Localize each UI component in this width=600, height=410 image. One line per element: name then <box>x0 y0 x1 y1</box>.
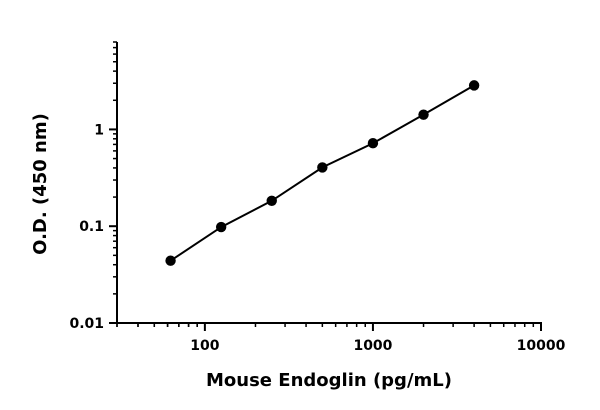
y-axis-title: O.D. (450 nm) <box>30 113 51 255</box>
data-point <box>367 138 379 149</box>
data-point <box>266 195 277 207</box>
x-tick-label: 10000 <box>517 338 566 354</box>
data-points-layer <box>165 80 480 266</box>
x-tick-label: 1000 <box>353 338 392 354</box>
data-point <box>317 162 328 173</box>
data-point <box>165 255 176 266</box>
x-axis-title: Mouse Endoglin (pg/mL) <box>206 370 452 391</box>
data-point <box>215 221 227 233</box>
axes-layer <box>109 41 542 331</box>
data-point <box>418 109 429 120</box>
tick-labels-layer: 100 1000 10000 0.01 0.1 1 <box>69 122 565 354</box>
x-tick-label: 100 <box>190 338 219 354</box>
series-fit-line <box>170 84 475 262</box>
y-tick-label: 0.1 <box>79 219 104 235</box>
y-tick-label: 1 <box>94 122 104 138</box>
y-tick-label: 0.01 <box>69 316 104 332</box>
data-point <box>468 80 480 91</box>
fit-line-layer <box>170 84 475 262</box>
